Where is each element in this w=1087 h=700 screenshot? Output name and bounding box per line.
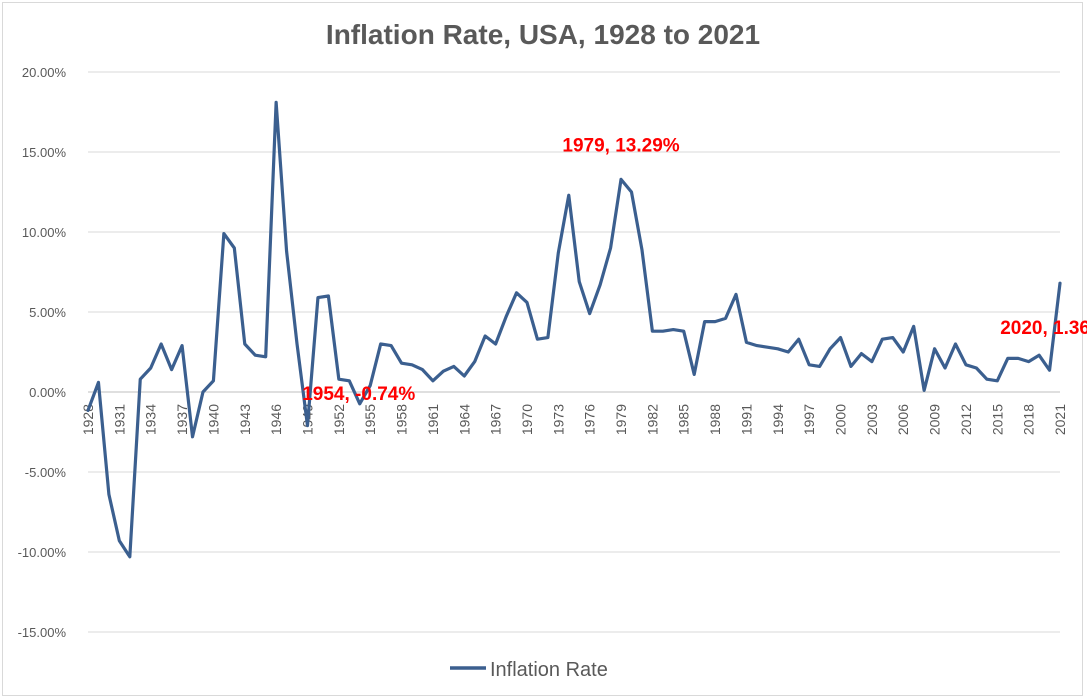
x-tick-label: 1979 [613, 404, 629, 435]
y-tick-label: 5.00% [29, 305, 66, 320]
y-axis-ticks: 20.00% 15.00% 10.00% 5.00% 0.00% -5.00% -10.00… [18, 65, 67, 640]
series-line-inflation-rate [86, 100, 1062, 559]
x-tick-label: 2000 [833, 404, 849, 435]
chart-title: Inflation Rate, USA, 1928 to 2021 [326, 19, 760, 50]
x-tick-label: 1958 [394, 404, 410, 435]
annotation-2020: 2020, 1.36% [1000, 318, 1087, 339]
x-tick-label: 1988 [707, 404, 723, 435]
annotation-1954: 1954, -0.74% [302, 384, 415, 405]
x-tick-label: 1937 [174, 404, 190, 435]
x-tick-label: 1991 [738, 404, 754, 435]
x-axis-ticks: 1928 1931 1934 1937 1940 1943 1946 1949 1952 1955… [80, 404, 1068, 435]
x-tick-label: 1964 [456, 404, 472, 435]
x-tick-label: 1934 [143, 404, 159, 435]
x-tick-label: 2009 [927, 404, 943, 435]
series-layer [86, 100, 1062, 559]
y-tick-label: 10.00% [22, 225, 67, 240]
y-tick-label: 20.00% [22, 65, 67, 80]
y-tick-label: -10.00% [18, 545, 67, 560]
y-tick-label: -5.00% [25, 465, 67, 480]
x-tick-label: 1982 [644, 404, 660, 435]
x-tick-label: 1973 [550, 404, 566, 435]
x-tick-label: 1931 [111, 404, 127, 435]
x-tick-label: 1955 [362, 404, 378, 435]
x-tick-label: 1946 [268, 404, 284, 435]
x-tick-label: 2015 [989, 404, 1005, 435]
x-tick-label: 1940 [205, 404, 221, 435]
x-tick-label: 2003 [864, 404, 880, 435]
x-tick-label: 1967 [488, 404, 504, 435]
annotations: 1954, -0.74% 1979, 13.29% 2020, 1.36% [302, 135, 1087, 404]
y-tick-label: -15.00% [18, 625, 67, 640]
x-tick-label: 2012 [958, 404, 974, 435]
x-tick-label: 1976 [582, 404, 598, 435]
grid-lines [88, 71, 1060, 633]
x-tick-label: 1952 [331, 404, 347, 435]
x-tick-label: 2018 [1021, 404, 1037, 435]
x-tick-label: 1970 [519, 404, 535, 435]
legend: Inflation Rate [450, 659, 608, 681]
legend-label: Inflation Rate [490, 659, 608, 681]
x-tick-label: 2021 [1052, 404, 1068, 435]
x-tick-label: 1961 [425, 404, 441, 435]
x-tick-label: 1928 [80, 404, 96, 435]
y-tick-label: 15.00% [22, 145, 67, 160]
x-tick-label: 1985 [676, 404, 692, 435]
annotation-1979: 1979, 13.29% [562, 135, 679, 156]
x-tick-label: 1994 [770, 404, 786, 435]
x-tick-label: 2006 [895, 404, 911, 435]
y-tick-label: 0.00% [29, 385, 66, 400]
x-tick-label: 1943 [237, 404, 253, 435]
x-tick-label: 1997 [801, 404, 817, 435]
